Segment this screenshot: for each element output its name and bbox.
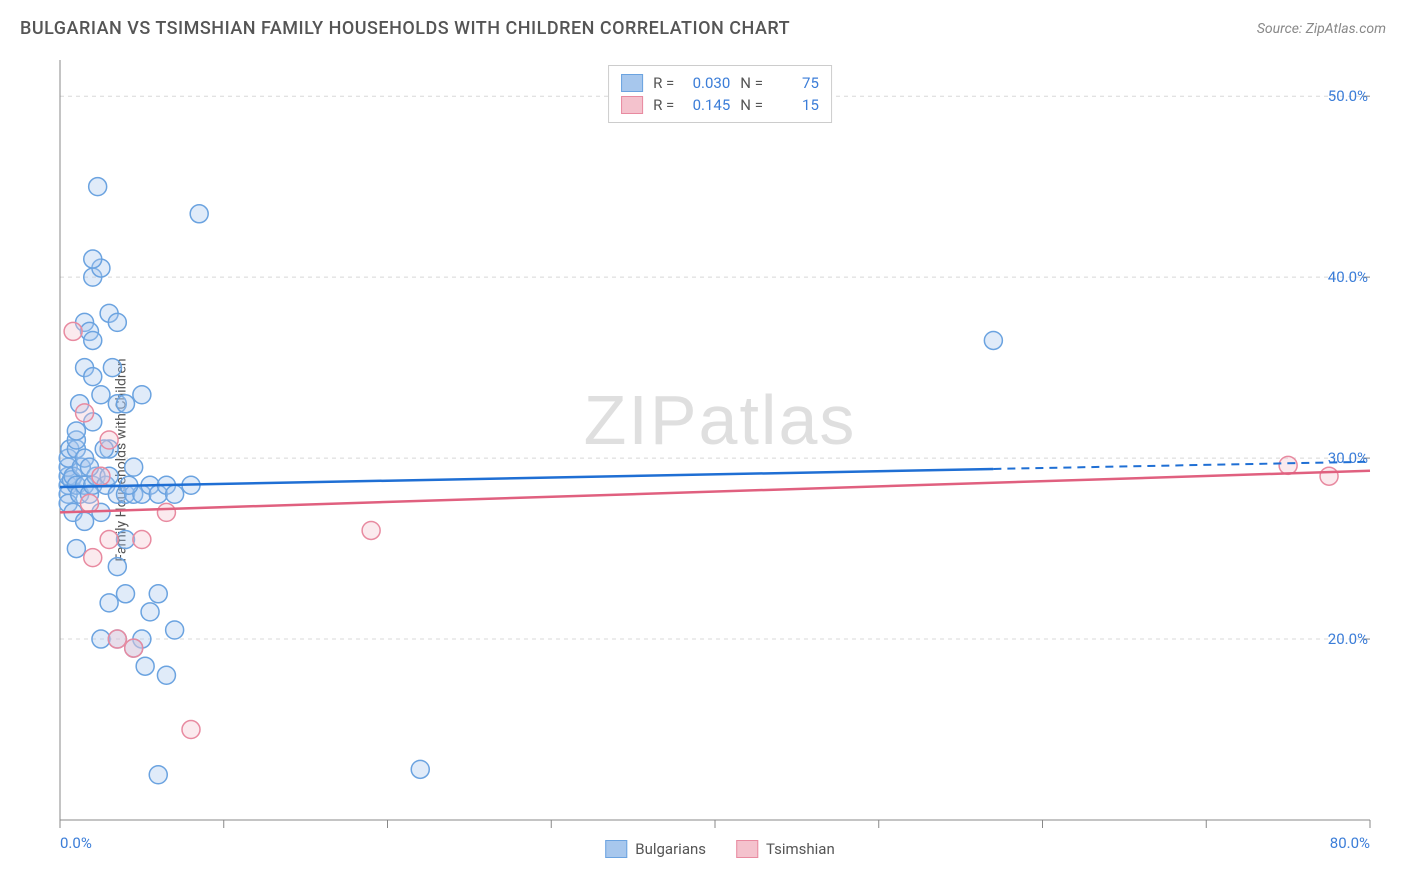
scatter-point [67, 422, 85, 440]
legend-r-value: R = 0.030 [653, 74, 730, 92]
scatter-point [133, 531, 151, 549]
scatter-point [76, 512, 94, 530]
scatter-point [117, 395, 135, 413]
scatter-point [166, 485, 184, 503]
scatter-point [84, 331, 102, 349]
scatter-point [100, 594, 118, 612]
scatter-point [166, 621, 184, 639]
scatter-point [149, 585, 167, 603]
y-tick-label: 30.0% [1328, 449, 1368, 467]
scatter-point [92, 467, 110, 485]
x-tick-label: 0.0% [60, 834, 92, 852]
scatter-point [149, 766, 167, 784]
chart-container: Family Households with Children 0.0%80.0… [50, 60, 1390, 860]
legend-r-value: R = 0.145 [653, 96, 730, 114]
scatter-point [84, 368, 102, 386]
scatter-point [89, 178, 107, 196]
trend-line [60, 469, 993, 487]
scatter-point [80, 494, 98, 512]
scatter-point [76, 404, 94, 422]
scatter-point [1320, 467, 1338, 485]
legend-swatch [621, 96, 643, 114]
chart-title: BULGARIAN VS TSIMSHIAN FAMILY HOUSEHOLDS… [20, 18, 790, 39]
scatter-point [157, 503, 175, 521]
scatter-point [133, 386, 151, 404]
legend-series-item: Bulgarians [605, 840, 706, 858]
scatter-point [136, 657, 154, 675]
y-tick-label: 40.0% [1328, 268, 1368, 286]
scatter-point [100, 531, 118, 549]
y-tick-label: 50.0% [1328, 87, 1368, 105]
legend-swatch [605, 840, 627, 858]
legend-series-label: Bulgarians [635, 840, 706, 858]
scatter-point [84, 549, 102, 567]
scatter-point [100, 431, 118, 449]
legend-n-value: N = 75 [740, 74, 819, 92]
scatter-point [92, 630, 110, 648]
scatter-point [92, 386, 110, 404]
scatter-point [67, 540, 85, 558]
trend-line-dashed [993, 462, 1370, 469]
scatter-point [64, 322, 82, 340]
scatter-point [125, 639, 143, 657]
scatter-point [1279, 456, 1297, 474]
scatter-point [190, 205, 208, 223]
legend-bottom: Bulgarians Tsimshian [605, 840, 835, 858]
trend-line [60, 471, 1370, 513]
legend-correlation-row: R = 0.145 N = 15 [621, 94, 819, 116]
scatter-point [362, 521, 380, 539]
y-tick-label: 20.0% [1328, 630, 1368, 648]
scatter-point [182, 721, 200, 739]
scatter-point [108, 313, 126, 331]
scatter-point [84, 250, 102, 268]
scatter-plot: 0.0% 80.0% 20.0% 30.0% 40.0% 50.0% [50, 60, 1390, 860]
legend-correlation-box: R = 0.030 N = 75 R = 0.145 N = 15 [608, 65, 832, 123]
legend-series-label: Tsimshian [766, 840, 835, 858]
scatter-point [108, 630, 126, 648]
legend-swatch [621, 74, 643, 92]
scatter-point [411, 760, 429, 778]
legend-correlation-row: R = 0.030 N = 75 [621, 72, 819, 94]
x-tick-label: 80.0% [1330, 834, 1370, 852]
scatter-point [984, 331, 1002, 349]
legend-series-item: Tsimshian [736, 840, 835, 858]
source-label: Source: ZipAtlas.com [1257, 21, 1386, 37]
scatter-point [125, 458, 143, 476]
scatter-point [157, 666, 175, 684]
scatter-point [141, 603, 159, 621]
legend-n-value: N = 15 [740, 96, 819, 114]
scatter-point [117, 585, 135, 603]
scatter-point [103, 359, 121, 377]
scatter-point [108, 558, 126, 576]
legend-swatch [736, 840, 758, 858]
scatter-point [117, 531, 135, 549]
